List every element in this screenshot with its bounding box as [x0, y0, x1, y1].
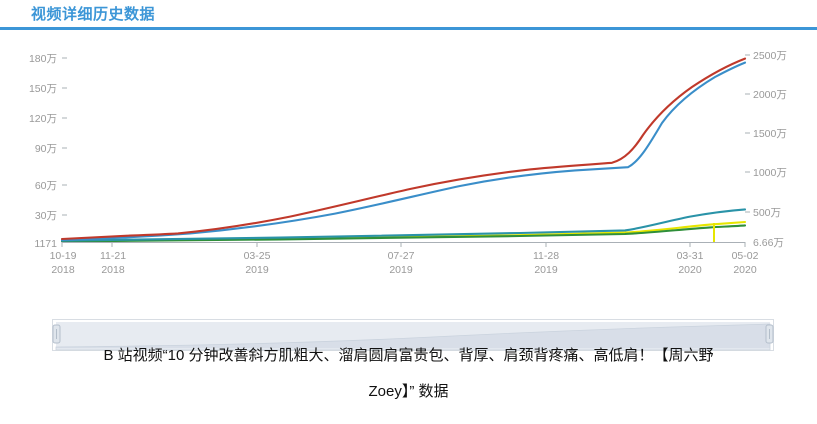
y-right-tick-label: 500万 [753, 207, 781, 219]
y-axis-right-labels: 2500万 2000万 1500万 1000万 500万 6.66万 [753, 50, 787, 249]
series-line-favorites [60, 61, 747, 242]
x-tick-year: 2020 [733, 264, 757, 276]
data-zoom-right-handle[interactable] [765, 324, 774, 344]
x-tick-year: 2019 [389, 264, 413, 276]
y-right-axis-min-label: 6.66万 [753, 237, 784, 249]
series-paths [60, 57, 747, 243]
page-header: 视频详细历史数据 [0, 0, 817, 31]
page-title: 视频详细历史数据 [31, 6, 156, 23]
x-tick-year: 2018 [101, 264, 125, 276]
y-right-tick-label: 2500万 [753, 50, 787, 62]
data-zoom-slider[interactable] [52, 319, 774, 351]
y-left-tick-label: 180万 [29, 53, 57, 65]
y-right-tick-label: 1500万 [753, 128, 787, 140]
x-axis-ticks [61, 242, 746, 247]
x-tick-date: 11-21 [100, 250, 126, 262]
x-tick-date: 07-27 [388, 250, 415, 262]
data-zoom-left-handle[interactable] [52, 324, 61, 344]
line-chart-plot: 180万 150万 120万 90万 60万 30万 1171 2500万 20… [29, 50, 787, 276]
figure-caption: B 站视频“10 分钟改善斜方肌粗大、溜肩圆肩富贵包、背厚、肩颈背疼痛、高低肩！… [0, 338, 817, 410]
caption-line-1: B 站视频“10 分钟改善斜方肌粗大、溜肩圆肩富贵包、背厚、肩颈背疼痛、高低肩！… [103, 347, 714, 364]
x-tick-date: 11-28 [533, 250, 559, 262]
series-line-views [60, 57, 747, 241]
series-line-likes [60, 208, 747, 242]
series-line-coins [60, 224, 747, 243]
y-right-tick-label: 1000万 [753, 167, 787, 179]
y-axis-left-labels: 180万 150万 120万 90万 60万 30万 1171 [29, 53, 57, 250]
x-tick-date: 03-31 [677, 250, 704, 262]
x-tick-year: 2019 [534, 264, 558, 276]
x-tick-date: 03-25 [244, 250, 271, 262]
caption-line-2: Zoey】” 数据 [368, 383, 449, 400]
y-left-tick-label: 120万 [29, 113, 57, 125]
x-axis-labels: 10-19 2018 11-21 2018 03-25 2019 07-27 2… [50, 250, 759, 276]
y-left-tick-label: 150万 [29, 83, 57, 95]
y-right-tick-label: 2000万 [753, 89, 787, 101]
x-tick-year: 2019 [245, 264, 269, 276]
y-axis-left-ticks [62, 57, 67, 216]
data-zoom-preview-area [55, 323, 771, 351]
x-tick-date: 05-02 [732, 250, 759, 262]
chart-panel: 180万 150万 120万 90万 60万 30万 1171 2500万 20… [0, 31, 817, 351]
x-tick-date: 10-19 [50, 250, 77, 262]
data-zoom-selected-window[interactable] [56, 322, 770, 348]
y-left-tick-label: 90万 [35, 143, 57, 155]
y-left-tick-label: 60万 [35, 180, 57, 192]
y-axis-right-ticks [745, 54, 750, 213]
y-left-tick-label: 30万 [35, 210, 57, 222]
x-tick-year: 2020 [678, 264, 702, 276]
header-divider [0, 27, 817, 30]
x-tick-year: 2018 [51, 264, 75, 276]
y-left-axis-min-label: 1171 [34, 238, 57, 250]
